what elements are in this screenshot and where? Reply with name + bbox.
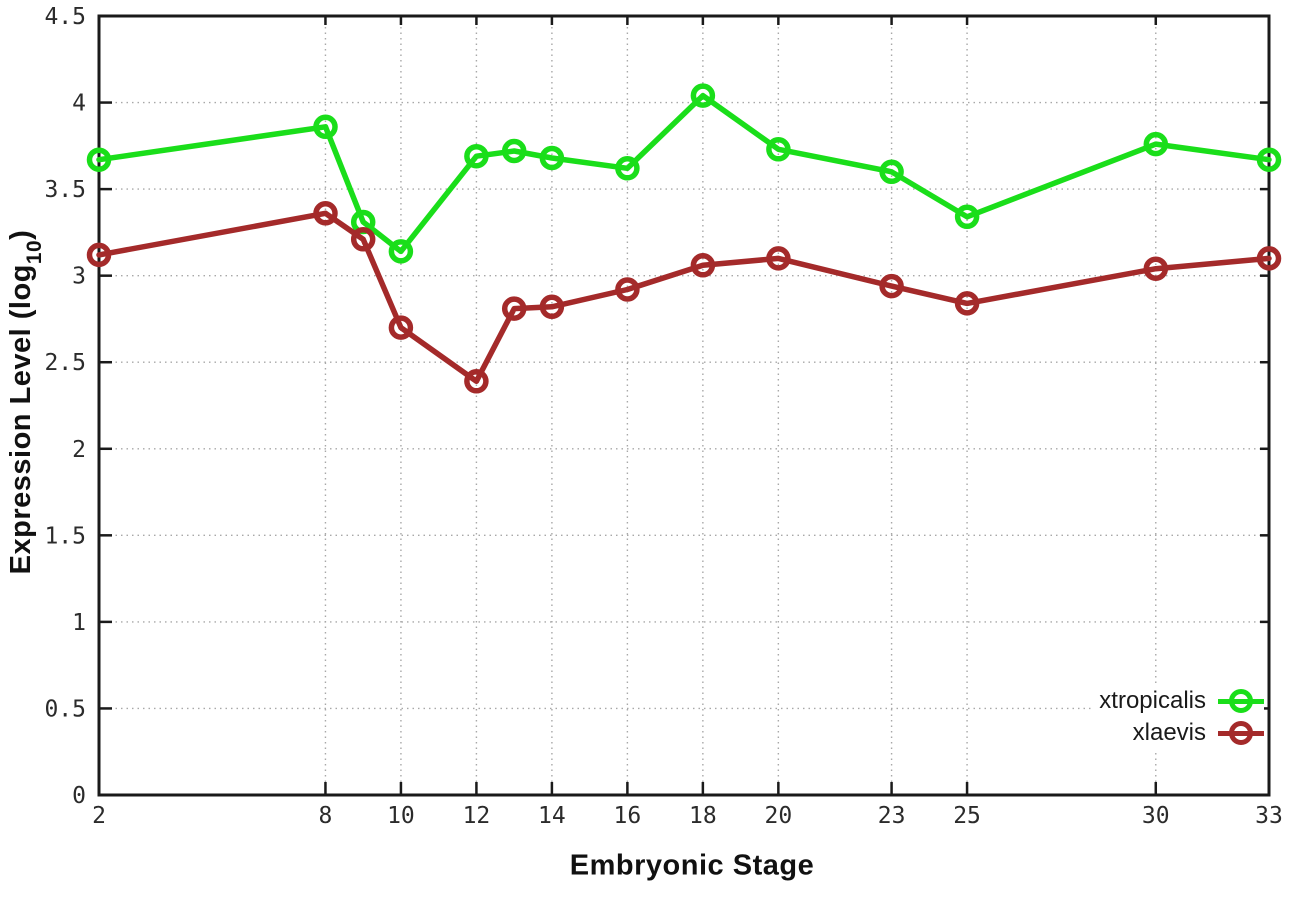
legend-circle-marker-icon [1229, 721, 1253, 745]
y-axis-title-close: ) [5, 229, 38, 240]
legend-marker-icon [1218, 687, 1264, 715]
y-tick-label: 0.5 [44, 696, 86, 722]
series-line-xtropicalis [96, 92, 1272, 255]
y-tick-label: 1 [72, 610, 86, 636]
data-point-marker-xlaevis [1256, 246, 1282, 271]
x-tick-label: 14 [538, 803, 566, 829]
data-point-marker-xtropicalis [954, 204, 980, 230]
data-point-marker-xlaevis [313, 201, 338, 226]
y-tick-label: 0 [72, 783, 86, 809]
data-point-marker-xlaevis [388, 315, 414, 340]
data-point-marker-xtropicalis [539, 145, 565, 171]
x-tick-label: 23 [878, 803, 906, 829]
x-axis-title: Embryonic Stage [569, 849, 815, 882]
data-point-marker-xlaevis [501, 296, 527, 321]
x-tick-label: 2 [92, 803, 106, 829]
legend-marker-icon [1218, 719, 1264, 747]
data-point-marker-xtropicalis [501, 138, 527, 164]
data-point-marker-xlaevis [879, 273, 904, 299]
data-point-marker-xlaevis [615, 277, 640, 302]
legend-item-xtropicalis: xtropicalis [1099, 686, 1264, 716]
x-tick-label: 30 [1142, 803, 1170, 829]
legend-label: xlaevis [1132, 719, 1206, 746]
data-point-marker-xtropicalis [615, 156, 640, 181]
data-point-marker-xtropicalis [1143, 131, 1169, 157]
data-point-marker-xtropicalis [766, 137, 791, 162]
legend-item-xlaevis: xlaevis [1099, 718, 1264, 748]
data-point-marker-xtropicalis [1256, 147, 1282, 172]
y-tick-label: 2.5 [44, 350, 86, 376]
data-point-marker-xlaevis [1143, 256, 1169, 281]
data-point-marker-xtropicalis [86, 147, 112, 172]
data-point-marker-xlaevis [539, 294, 565, 320]
data-point-marker-xtropicalis [879, 159, 904, 185]
x-tick-label: 10 [387, 803, 415, 829]
data-point-marker-xlaevis [954, 291, 980, 316]
y-tick-label: 2 [72, 437, 86, 463]
x-tick-label: 8 [319, 803, 333, 829]
y-axis-title-main: Expression Level (log [5, 264, 38, 575]
legend: xtropicalis xlaevis [1093, 684, 1264, 750]
x-tick-label: 33 [1255, 803, 1283, 829]
data-point-marker-xtropicalis [690, 83, 716, 108]
legend-circle-marker-icon [1229, 689, 1253, 713]
data-point-marker-xtropicalis [313, 114, 338, 140]
y-tick-label: 4.5 [44, 4, 86, 30]
y-tick-label: 4 [72, 91, 86, 117]
legend-label: xtropicalis [1099, 687, 1206, 714]
plot-border [97, 14, 1271, 797]
y-tick-label: 3 [72, 264, 86, 290]
data-point-marker-xlaevis [690, 253, 716, 278]
x-tick-label: 20 [765, 803, 793, 829]
x-tick-label: 12 [463, 803, 491, 829]
y-tick-label: 1.5 [44, 523, 86, 549]
data-point-marker-xlaevis [766, 246, 791, 271]
y-tick-label: 3.5 [44, 177, 86, 203]
data-point-marker-xtropicalis [464, 143, 489, 169]
data-point-marker-xlaevis [464, 369, 489, 394]
y-axis-title-subscript: 10 [22, 239, 46, 265]
x-tick-label: 25 [953, 803, 981, 829]
data-point-marker-xlaevis [86, 242, 112, 268]
data-point-marker-xtropicalis [388, 239, 414, 264]
y-axis-title: Expression Level (log10) [5, 229, 46, 575]
x-tick-label: 18 [689, 803, 717, 829]
x-tick-label: 16 [614, 803, 642, 829]
series-line-xlaevis [96, 210, 1272, 385]
data-point-marker-xlaevis [350, 227, 376, 252]
